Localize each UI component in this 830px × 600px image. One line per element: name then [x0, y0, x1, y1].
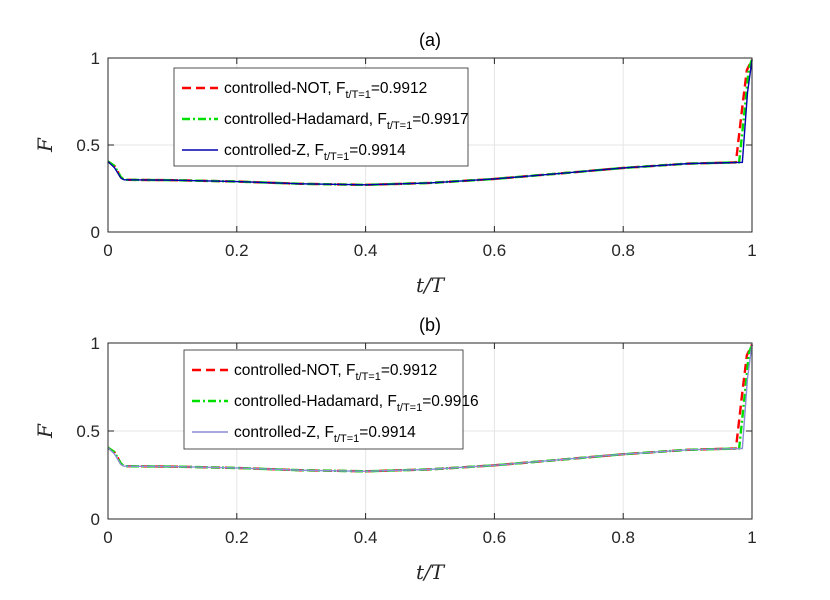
- panel-a-series-controlled-not: [107, 59, 754, 187]
- panel-b-legend: controlled-NOT, Ft/T=1=0.9912 controlled-…: [183, 349, 479, 450]
- panel-b-y-tick-label: 0: [91, 510, 100, 529]
- panel-b-x-axis-label: t/T: [416, 560, 446, 584]
- panel-a-y-tick-label: 1: [91, 49, 100, 68]
- panel-a-x-tick-label: 0: [103, 241, 112, 260]
- panel-b-legend-label: controlled-Z, Ft/T=1=0.9914: [234, 424, 416, 445]
- panel-a-y-tick-label: 0: [91, 223, 100, 242]
- panel-a-legend-label: controlled-Hadamard, Ft/T=1=0.9917: [224, 111, 469, 132]
- panel-a-x-tick-label: 0.8: [611, 241, 635, 260]
- panel-a-x-tick-label: 0.6: [483, 241, 507, 260]
- panel-b-y-tick-label: 1: [91, 334, 100, 353]
- panel-a-title: (a): [419, 30, 441, 50]
- panel-a-legend-label: controlled-Z, Ft/T=1=0.9914: [224, 142, 406, 163]
- panel-b-series-controlled-not: [107, 344, 754, 473]
- panel-b-x-tick-label: 0.4: [354, 528, 378, 547]
- panel-a-legend-box: [173, 67, 469, 167]
- panel-b: 0 0.2 0.4 0.6 0.8 1 0 0.5 1 (b) t/T Fcontrolled-NOT…: [33, 315, 757, 584]
- panel-a-y-axis-label: F: [33, 137, 57, 153]
- panel-a-legend: controlled-NOT, Ft/T=1=0.9912 controlled-…: [173, 67, 469, 167]
- panel-b-x-tick-label: 1: [747, 528, 756, 547]
- panel-a-x-axis-label: t/T: [416, 273, 446, 297]
- panel-a-series-controlled-z: [107, 59, 753, 186]
- panel-a-x-tick-label: 0.2: [225, 241, 249, 260]
- panel-a-legend-label: controlled-NOT, Ft/T=1=0.9912: [224, 80, 427, 101]
- panel-b-x-tick-label: 0.8: [611, 528, 635, 547]
- panel-b-legend-label: controlled-Hadamard, Ft/T=1=0.9916: [234, 393, 479, 414]
- panel-b-series-controlled-z: [107, 344, 753, 472]
- panel-a-y-tick-label: 0.5: [76, 136, 100, 155]
- panel-b-legend-box: [183, 349, 464, 450]
- panel-b-x-tick-label: 0: [103, 528, 112, 547]
- panel-b-legend-label: controlled-NOT, Ft/T=1=0.9912: [234, 362, 437, 383]
- panel-b-title: (b): [419, 315, 441, 335]
- panel-b-x-tick-label: 0.6: [483, 528, 507, 547]
- panel-a-x-tick-label: 1: [747, 241, 756, 260]
- panel-b-x-tick-label: 0.2: [225, 528, 249, 547]
- panel-b-y-axis-label: F: [33, 423, 57, 439]
- panel-b-y-tick-label: 0.5: [76, 422, 100, 441]
- panel-a-x-tick-label: 0.4: [354, 241, 378, 260]
- panel-a: 0 0.2 0.4 0.6 0.8 1 0 0.5 1 (a) t/T Fcontrolled-NOT…: [33, 30, 757, 297]
